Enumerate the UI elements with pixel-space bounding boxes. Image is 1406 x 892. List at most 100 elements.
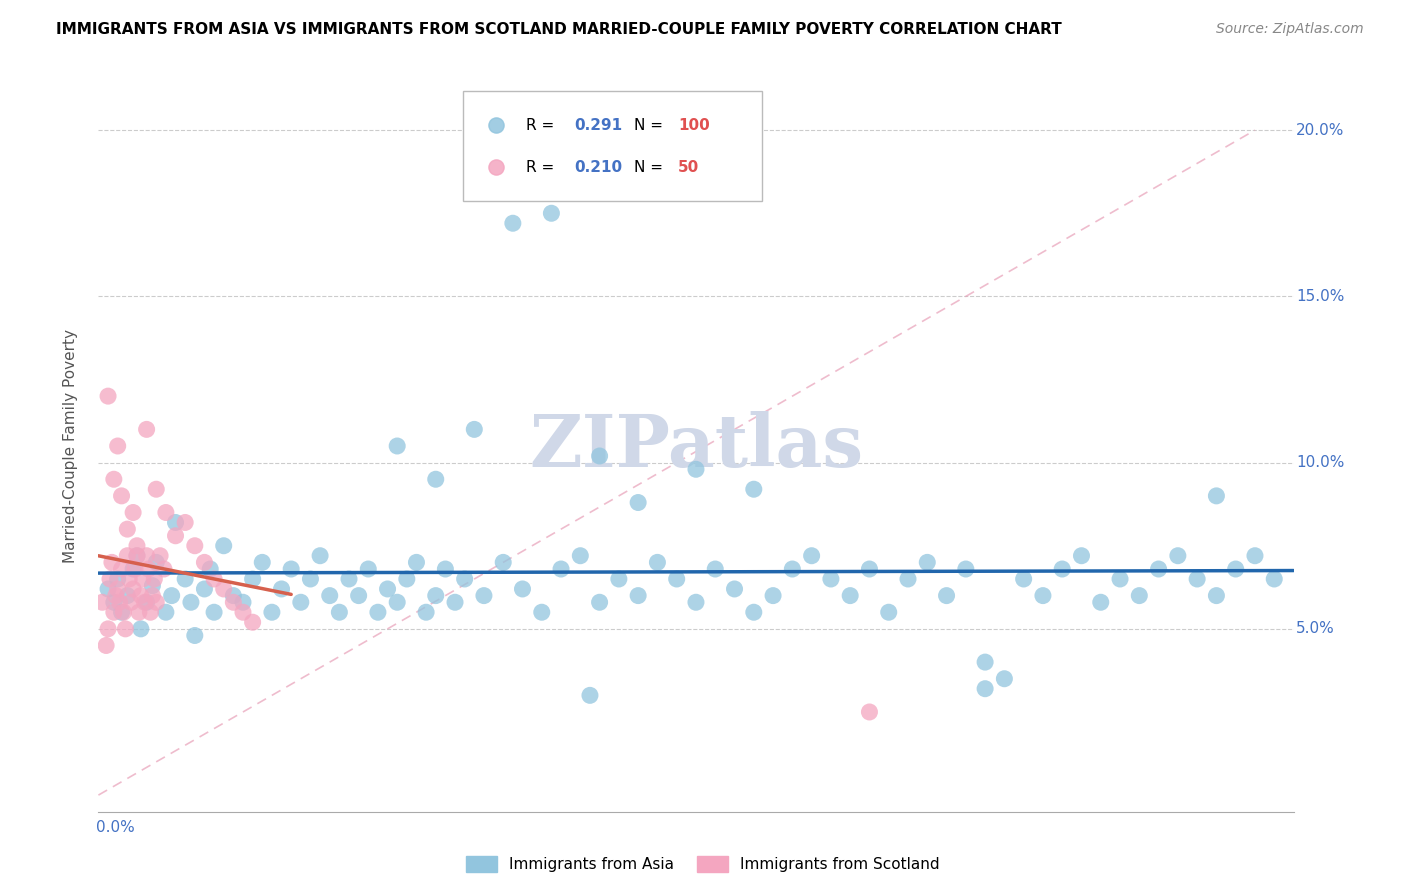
Point xyxy=(124,562,146,576)
Point xyxy=(141,589,163,603)
Point xyxy=(974,655,997,669)
Point xyxy=(184,539,207,553)
Point xyxy=(425,589,447,603)
Point xyxy=(193,582,215,596)
Point xyxy=(212,539,235,553)
Text: 5.0%: 5.0% xyxy=(1296,622,1334,636)
Point xyxy=(107,572,129,586)
Point xyxy=(415,605,437,619)
Point xyxy=(91,595,114,609)
Point xyxy=(180,595,202,609)
Point xyxy=(135,595,157,609)
Point xyxy=(222,589,245,603)
Point xyxy=(110,562,132,576)
Point xyxy=(579,689,602,703)
Point xyxy=(569,549,592,563)
Point xyxy=(453,572,475,586)
Point xyxy=(1109,572,1132,586)
Point xyxy=(155,605,177,619)
Point xyxy=(202,605,225,619)
Point xyxy=(665,572,688,586)
Point xyxy=(858,705,880,719)
Point xyxy=(1205,589,1227,603)
Point xyxy=(1167,549,1189,563)
Y-axis label: Married-Couple Family Poverty: Married-Couple Family Poverty xyxy=(63,329,77,563)
Point xyxy=(1185,572,1208,586)
Point xyxy=(319,589,342,603)
Text: 20.0%: 20.0% xyxy=(1296,123,1344,137)
Point xyxy=(839,589,862,603)
Point xyxy=(97,389,120,403)
Point xyxy=(117,549,139,563)
Point xyxy=(685,462,707,476)
Point xyxy=(270,582,292,596)
Point xyxy=(685,595,707,609)
Text: N =: N = xyxy=(634,118,668,133)
Point xyxy=(742,605,765,619)
Text: 50: 50 xyxy=(678,160,699,175)
Point xyxy=(647,555,669,569)
Point xyxy=(858,562,880,576)
Point xyxy=(877,605,900,619)
Point xyxy=(1128,589,1150,603)
Point xyxy=(463,422,485,436)
Point xyxy=(627,589,650,603)
Point xyxy=(252,555,274,569)
Point xyxy=(492,555,515,569)
Point xyxy=(242,615,264,630)
Point xyxy=(122,582,145,596)
Point xyxy=(125,549,148,563)
Point xyxy=(120,595,142,609)
Point xyxy=(540,206,562,220)
Point xyxy=(299,572,322,586)
Point xyxy=(512,582,534,596)
Point xyxy=(1205,489,1227,503)
Point xyxy=(222,595,245,609)
Point xyxy=(1147,562,1170,576)
Text: ZIPatlas: ZIPatlas xyxy=(529,410,863,482)
Point xyxy=(955,562,977,576)
Point xyxy=(145,482,167,496)
Text: IMMIGRANTS FROM ASIA VS IMMIGRANTS FROM SCOTLAND MARRIED-COUPLE FAMILY POVERTY C: IMMIGRANTS FROM ASIA VS IMMIGRANTS FROM … xyxy=(56,22,1062,37)
Point xyxy=(94,639,117,653)
Point xyxy=(145,595,167,609)
Point xyxy=(101,555,124,569)
Point xyxy=(1070,549,1092,563)
Point xyxy=(377,582,399,596)
Point xyxy=(385,595,409,609)
Point xyxy=(200,562,222,576)
Point xyxy=(242,572,264,586)
Point xyxy=(134,595,156,609)
Point xyxy=(723,582,745,596)
Point xyxy=(107,439,129,453)
Point xyxy=(444,595,467,609)
Point xyxy=(935,589,957,603)
Point xyxy=(1032,589,1054,603)
Point xyxy=(232,595,254,609)
Text: 0.210: 0.210 xyxy=(574,160,623,175)
Point xyxy=(232,605,254,619)
Point xyxy=(103,595,125,609)
Point xyxy=(502,216,524,230)
Legend: Immigrants from Asia, Immigrants from Scotland: Immigrants from Asia, Immigrants from Sc… xyxy=(458,848,948,880)
Point xyxy=(160,589,183,603)
Point xyxy=(135,549,157,563)
Text: R =: R = xyxy=(526,118,560,133)
Point xyxy=(107,582,129,596)
Point xyxy=(627,495,650,509)
Point xyxy=(139,605,162,619)
Point xyxy=(1050,562,1073,576)
Point xyxy=(149,549,172,563)
Point xyxy=(405,555,427,569)
Point xyxy=(184,628,207,642)
Point xyxy=(328,605,350,619)
Point xyxy=(917,555,939,569)
Point xyxy=(174,572,197,586)
Point xyxy=(103,605,125,619)
Point xyxy=(385,439,409,453)
Point xyxy=(347,589,370,603)
Point xyxy=(897,572,920,586)
Point xyxy=(1263,572,1285,586)
Text: 10.0%: 10.0% xyxy=(1296,455,1344,470)
FancyBboxPatch shape xyxy=(463,91,762,201)
